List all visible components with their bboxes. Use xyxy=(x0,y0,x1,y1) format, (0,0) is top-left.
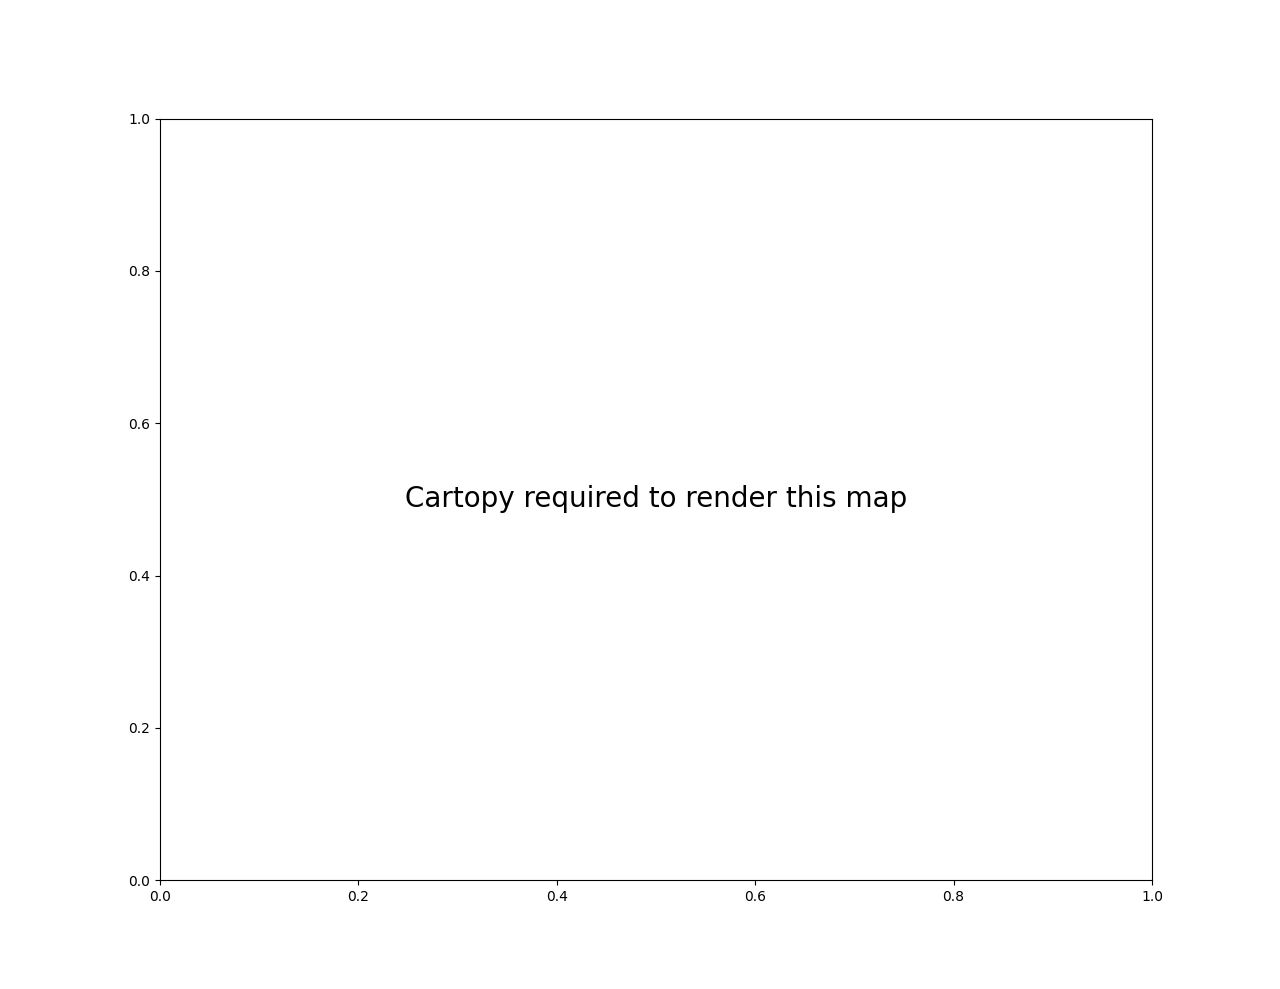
Text: Cartopy required to render this map: Cartopy required to render this map xyxy=(404,486,908,513)
